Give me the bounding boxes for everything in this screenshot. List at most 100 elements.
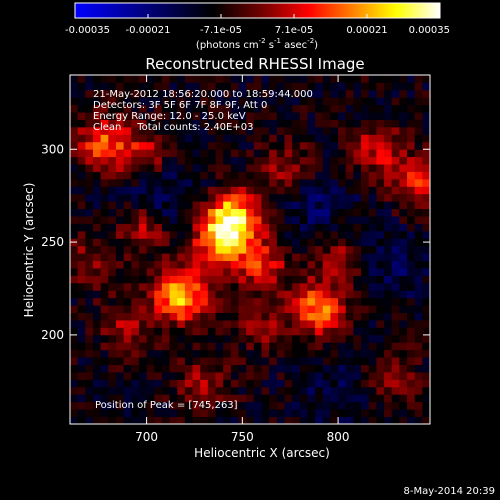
heatmap-cell xyxy=(154,141,163,150)
heatmap-cell xyxy=(215,82,224,91)
heatmap-cell xyxy=(192,305,201,314)
heatmap-cell xyxy=(414,112,423,120)
heatmap-cell xyxy=(292,245,301,254)
heatmap-cell xyxy=(200,238,209,247)
heatmap-cell xyxy=(184,409,193,417)
heatmap-cell xyxy=(146,208,155,217)
heatmap-cell xyxy=(123,112,132,120)
heatmap-cell xyxy=(422,164,431,172)
heatmap-cell xyxy=(138,238,147,247)
heatmap-cell xyxy=(169,260,178,269)
heatmap-cell xyxy=(399,268,408,276)
heatmap-cell xyxy=(184,112,193,120)
heatmap-cell xyxy=(315,290,324,299)
heatmap-cell xyxy=(384,141,393,150)
heatmap-cell xyxy=(414,134,423,143)
heatmap-cell xyxy=(77,409,86,417)
heatmap-cell xyxy=(368,75,377,83)
heatmap-cell xyxy=(376,134,385,143)
heatmap-cell xyxy=(108,386,117,395)
heatmap-cell xyxy=(92,156,102,165)
heatmap-cell xyxy=(391,305,400,314)
x-tick-label: 800 xyxy=(327,430,350,444)
heatmap-cell xyxy=(230,386,239,395)
heatmap-cell xyxy=(207,201,216,210)
heatmap-cell xyxy=(376,327,385,336)
heatmap-cell xyxy=(269,171,278,180)
heatmap-cell xyxy=(345,349,354,358)
heatmap-cell xyxy=(407,201,416,210)
heatmap-cell xyxy=(146,193,155,202)
heatmap-cell xyxy=(100,178,109,187)
heatmap-cell xyxy=(77,171,86,180)
heatmap-cell xyxy=(330,193,339,202)
heatmap-cell xyxy=(414,401,423,410)
heatmap-cell xyxy=(407,297,416,306)
heatmap-cell xyxy=(184,260,193,269)
heatmap-cell xyxy=(161,327,170,336)
heatmap-cell xyxy=(146,149,155,158)
heatmap-cell xyxy=(276,379,285,388)
heatmap-cell xyxy=(200,178,209,187)
heatmap-cell xyxy=(322,193,331,202)
heatmap-cell xyxy=(246,112,255,120)
heatmap-cell xyxy=(100,119,109,128)
heatmap-cell xyxy=(115,320,125,328)
heatmap-cell xyxy=(161,245,170,254)
heatmap-cell xyxy=(345,149,354,158)
heatmap-cell xyxy=(384,112,393,120)
heatmap-cell xyxy=(123,282,132,291)
heatmap-cell xyxy=(131,134,140,143)
heatmap-cell xyxy=(315,171,324,180)
heatmap-cell xyxy=(246,216,255,224)
heatmap-cell xyxy=(384,216,393,224)
heatmap-cell xyxy=(70,268,79,276)
heatmap-cell xyxy=(407,275,416,284)
heatmap-cell xyxy=(169,119,178,128)
heatmap-cell xyxy=(261,171,270,180)
heatmap-cell xyxy=(123,297,132,306)
heatmap-cell xyxy=(253,268,262,276)
heatmap-cell xyxy=(161,171,170,180)
heatmap-cell xyxy=(70,379,79,388)
heatmap-cell xyxy=(376,297,385,306)
heatmap-cell xyxy=(169,75,178,83)
heatmap-cell xyxy=(322,164,331,172)
heatmap-cell xyxy=(100,104,109,113)
heatmap-cell xyxy=(315,394,324,403)
heatmap-cell xyxy=(184,268,193,276)
heatmap-cell xyxy=(207,171,216,180)
heatmap-cell xyxy=(100,275,109,284)
heatmap-cell xyxy=(307,253,316,262)
heatmap-cell xyxy=(230,268,239,276)
heatmap-cell xyxy=(338,119,347,128)
heatmap-cell xyxy=(108,305,117,314)
heatmap-cell xyxy=(407,409,416,417)
heatmap-cell xyxy=(230,394,239,403)
heatmap-cell xyxy=(253,260,262,269)
heatmap-cell xyxy=(177,149,186,158)
heatmap-cell xyxy=(407,320,416,328)
heatmap-cell xyxy=(184,342,193,351)
heatmap-cell xyxy=(345,82,354,91)
heatmap-cell xyxy=(223,82,232,91)
heatmap-cell xyxy=(338,126,347,135)
heatmap-cell xyxy=(368,275,377,284)
heatmap-cell xyxy=(407,282,416,291)
heatmap-cell xyxy=(184,416,193,425)
heatmap-cell xyxy=(131,82,140,91)
heatmap-cell xyxy=(230,253,239,262)
heatmap-cell xyxy=(230,178,239,187)
heatmap-cell xyxy=(399,149,408,158)
heatmap-cell xyxy=(85,141,94,150)
heatmap-cell xyxy=(376,409,385,417)
heatmap-cell xyxy=(238,134,247,143)
heatmap-cell xyxy=(92,349,102,358)
heatmap-cell xyxy=(376,253,385,262)
heatmap-cell xyxy=(276,416,285,425)
heatmap-cell xyxy=(299,372,308,380)
heatmap-cell xyxy=(161,253,170,262)
heatmap-cell xyxy=(192,260,201,269)
heatmap-cell xyxy=(131,290,140,299)
heatmap-cell xyxy=(77,379,86,388)
